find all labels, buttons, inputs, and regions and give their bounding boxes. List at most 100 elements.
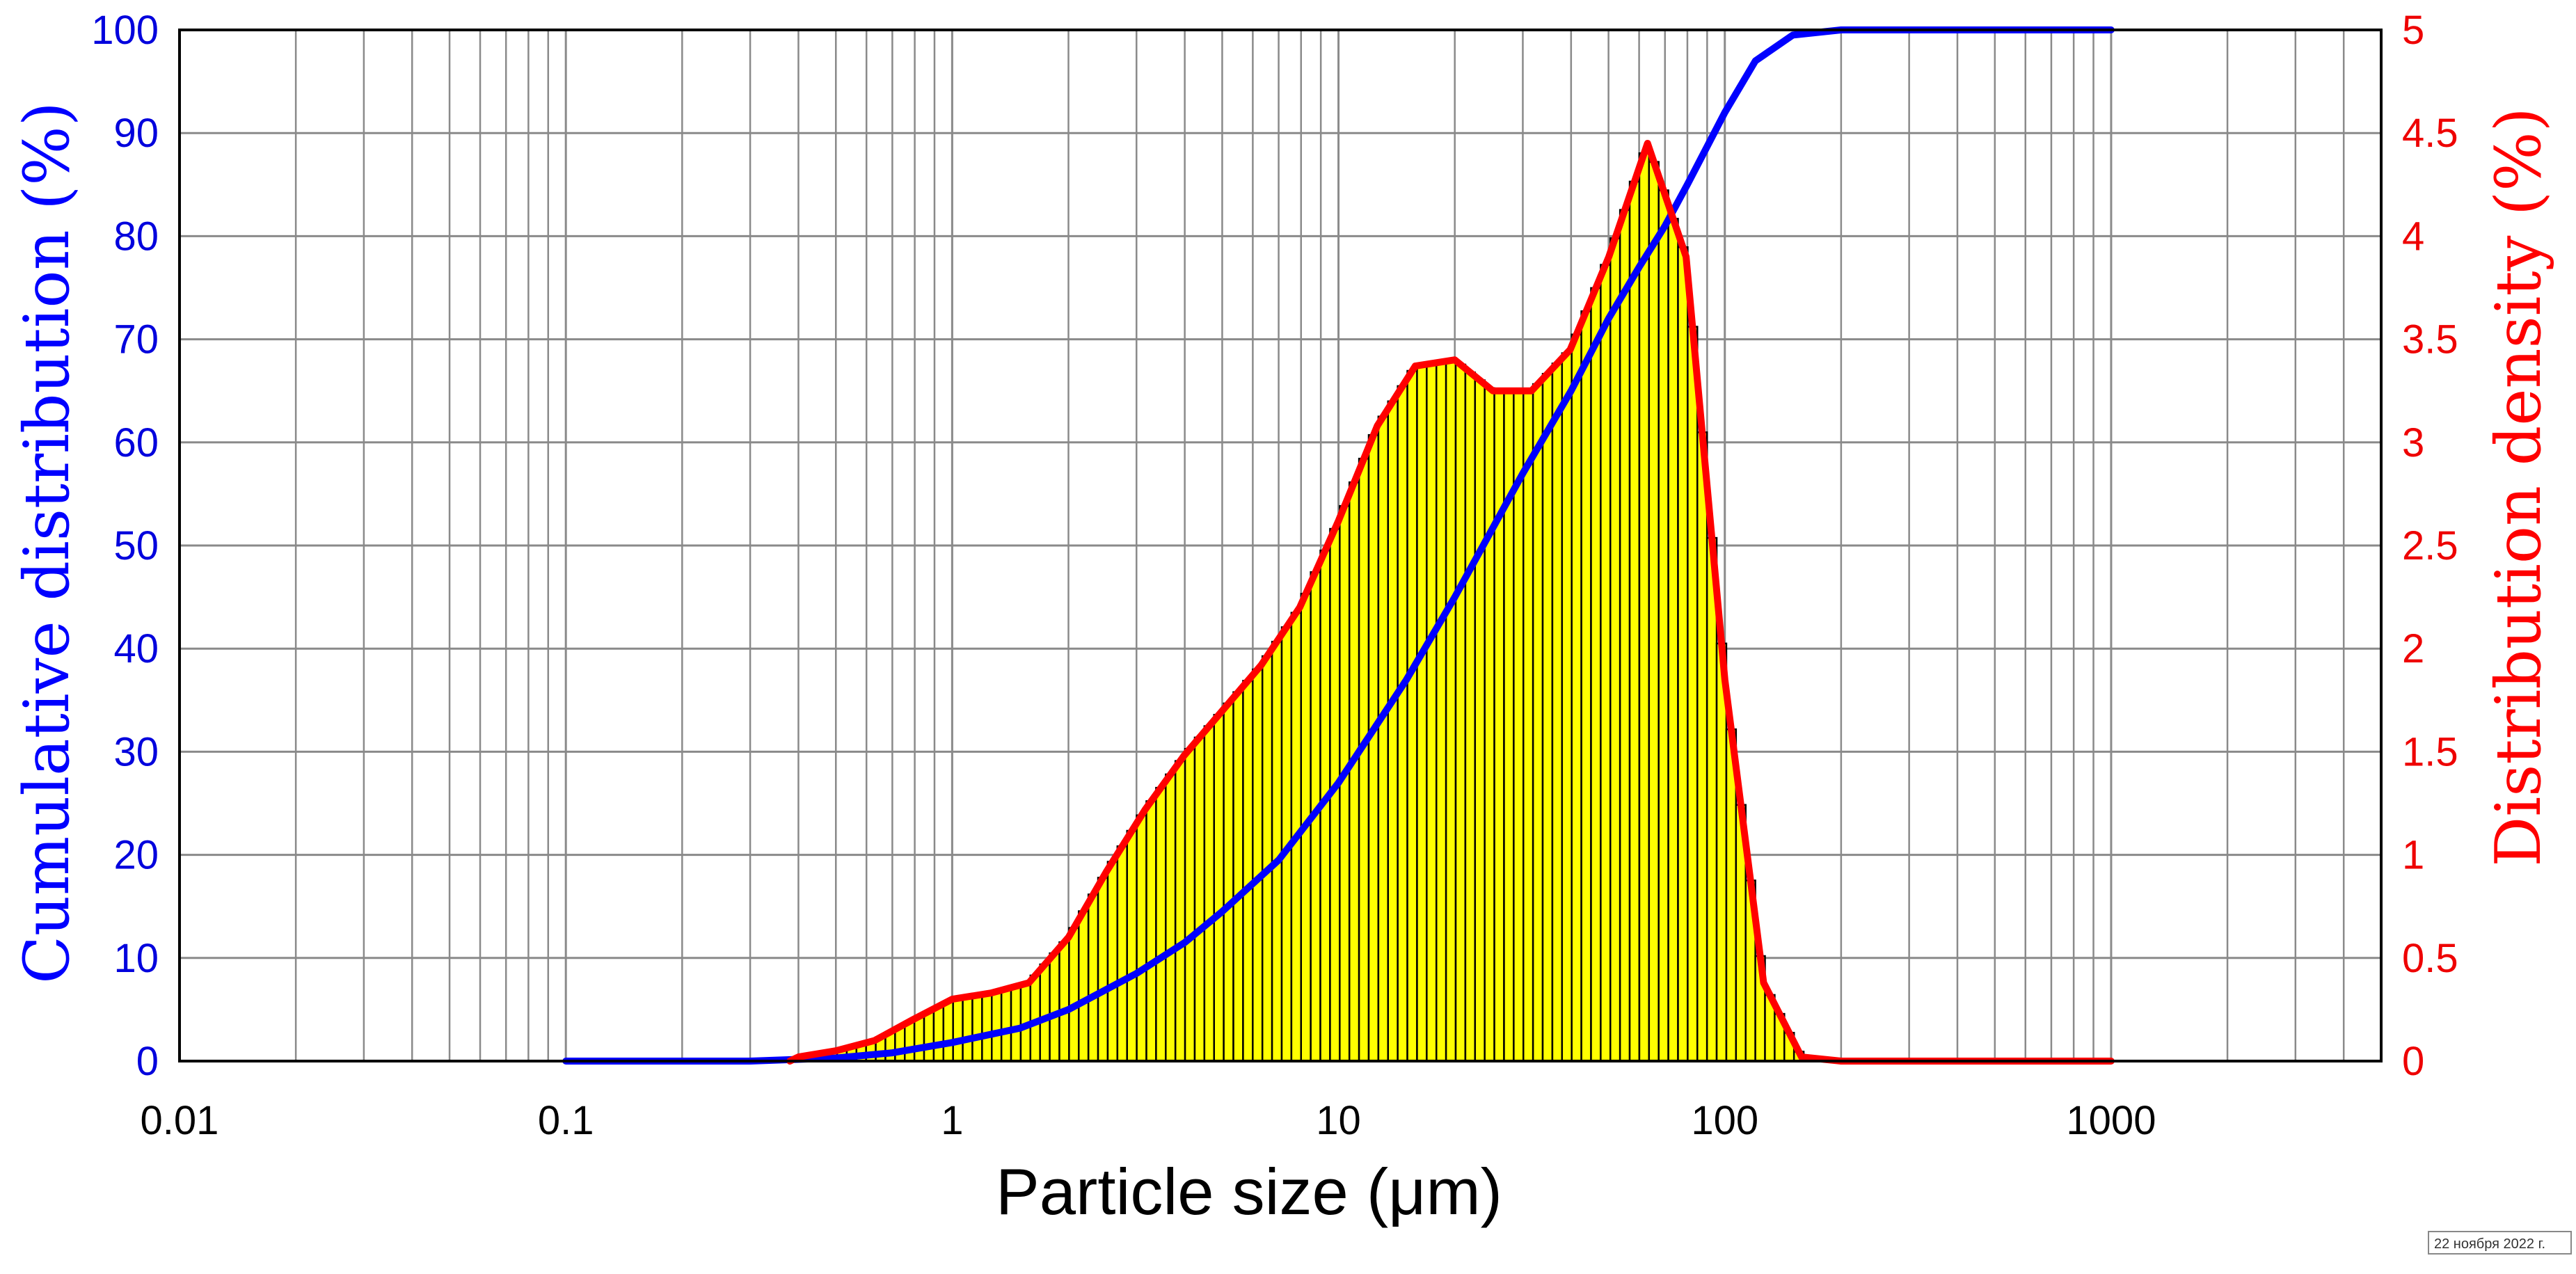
density-bar bbox=[1087, 893, 1099, 1062]
x-tick-label: 0.01 bbox=[141, 1098, 219, 1143]
density-bar bbox=[1387, 400, 1399, 1062]
density-bar bbox=[962, 996, 973, 1062]
y-left-axis-label: Cumulative distribution (%) bbox=[10, 102, 84, 984]
density-bar bbox=[1628, 180, 1641, 1062]
density-bar bbox=[1348, 481, 1360, 1062]
density-bar bbox=[1068, 927, 1080, 1062]
density-bar bbox=[1126, 829, 1138, 1062]
density-bar bbox=[1600, 264, 1612, 1062]
density-curve bbox=[786, 140, 2115, 1065]
density-bar bbox=[1426, 363, 1438, 1062]
density-bar bbox=[1706, 536, 1718, 1062]
y-right-tick-label: 4.5 bbox=[2402, 111, 2458, 156]
x-tick-label: 1 bbox=[941, 1098, 963, 1143]
tick-labels: 010203040506070809010000.511.522.533.544… bbox=[91, 8, 2458, 1143]
density-bar bbox=[1609, 237, 1621, 1062]
y-right-tick-label: 4 bbox=[2402, 214, 2424, 259]
x-tick-label: 100 bbox=[1691, 1098, 1758, 1143]
y-right-tick-label: 1 bbox=[2402, 833, 2424, 878]
density-bar bbox=[1687, 326, 1699, 1062]
density-bar bbox=[1203, 725, 1215, 1062]
density-bar bbox=[1184, 747, 1196, 1062]
density-bar bbox=[1232, 691, 1244, 1062]
x-tick-label: 10 bbox=[1316, 1098, 1361, 1143]
density-bar bbox=[1522, 390, 1534, 1062]
density-bar bbox=[1445, 359, 1457, 1062]
density-bar bbox=[1619, 209, 1631, 1062]
density-bar bbox=[1242, 680, 1254, 1062]
density-bar bbox=[1367, 433, 1380, 1062]
density-bar bbox=[942, 1000, 954, 1062]
density-bar bbox=[1638, 152, 1651, 1062]
curves bbox=[562, 26, 2115, 1065]
y-left-tick-label: 80 bbox=[113, 214, 159, 259]
density-bar bbox=[923, 1010, 935, 1062]
density-bar bbox=[1145, 800, 1157, 1062]
density-bar bbox=[1561, 352, 1573, 1062]
density-bar bbox=[1193, 736, 1206, 1062]
density-bar bbox=[1223, 702, 1234, 1062]
density-bar bbox=[1484, 387, 1495, 1062]
density-bar bbox=[991, 990, 1003, 1062]
density-bar bbox=[1657, 189, 1669, 1062]
density-bar bbox=[1416, 364, 1428, 1062]
y-right-tick-label: 3 bbox=[2402, 420, 2424, 465]
density-bar bbox=[1493, 390, 1505, 1062]
density-bar bbox=[1667, 218, 1679, 1062]
density-bar bbox=[1435, 361, 1447, 1062]
y-left-tick-label: 10 bbox=[113, 936, 159, 981]
y-left-tick-label: 40 bbox=[113, 626, 159, 671]
date-stamp: 22 ноября 2022 г. bbox=[2434, 1236, 2545, 1252]
x-tick-label: 1000 bbox=[2066, 1098, 2156, 1143]
y-left-tick-label: 30 bbox=[113, 729, 159, 774]
density-bar bbox=[1454, 363, 1467, 1062]
y-right-tick-label: 1.5 bbox=[2402, 729, 2458, 774]
y-right-tick-label: 2.5 bbox=[2402, 523, 2458, 568]
density-bar bbox=[1571, 333, 1582, 1062]
y-right-tick-label: 5 bbox=[2402, 8, 2424, 53]
density-bar bbox=[1165, 773, 1177, 1062]
density-bar bbox=[1261, 655, 1273, 1062]
y-left-tick-label: 70 bbox=[113, 317, 159, 363]
y-left-tick-label: 100 bbox=[91, 8, 159, 53]
density-bar bbox=[1106, 861, 1119, 1062]
density-bar bbox=[1551, 363, 1564, 1062]
density-bar bbox=[913, 1015, 925, 1062]
density-bar bbox=[1097, 877, 1109, 1062]
density-bar bbox=[1213, 714, 1225, 1062]
density-bar bbox=[1078, 910, 1090, 1062]
x-tick-label: 0.1 bbox=[538, 1098, 594, 1143]
density-bar bbox=[1039, 963, 1051, 1062]
density-bar bbox=[1696, 431, 1708, 1062]
density-bar bbox=[1580, 310, 1592, 1062]
density-bar bbox=[903, 1020, 916, 1062]
density-bar bbox=[1116, 845, 1128, 1062]
y-right-axis-label: Distribution density (%) bbox=[2482, 107, 2555, 867]
density-bar bbox=[1377, 415, 1390, 1062]
density-bar bbox=[1010, 985, 1022, 1062]
density-bar bbox=[1058, 941, 1070, 1062]
density-bar bbox=[1174, 760, 1186, 1062]
density-bar bbox=[1541, 372, 1554, 1062]
density-bar bbox=[1474, 379, 1486, 1062]
density-bar bbox=[1590, 287, 1602, 1062]
y-left-tick-label: 60 bbox=[113, 420, 159, 465]
density-bar bbox=[1155, 786, 1167, 1062]
y-right-tick-label: 0.5 bbox=[2402, 936, 2458, 981]
density-bar bbox=[1464, 371, 1477, 1062]
density-bar bbox=[1136, 814, 1147, 1062]
density-bar bbox=[932, 1005, 945, 1062]
date-stamp-box bbox=[2428, 1231, 2572, 1255]
y-left-tick-label: 90 bbox=[113, 111, 159, 156]
x-axis-label: Particle size (μm) bbox=[996, 1155, 1502, 1228]
y-right-tick-label: 0 bbox=[2402, 1039, 2424, 1084]
density-bar bbox=[1252, 668, 1264, 1062]
y-right-tick-label: 3.5 bbox=[2402, 317, 2458, 363]
density-bar bbox=[1397, 385, 1408, 1062]
plot-frame bbox=[178, 29, 2383, 1062]
density-bar bbox=[1049, 952, 1060, 1062]
density-bar bbox=[1358, 457, 1370, 1062]
cumulative-curve bbox=[562, 26, 2115, 1065]
density-bar bbox=[952, 997, 964, 1062]
